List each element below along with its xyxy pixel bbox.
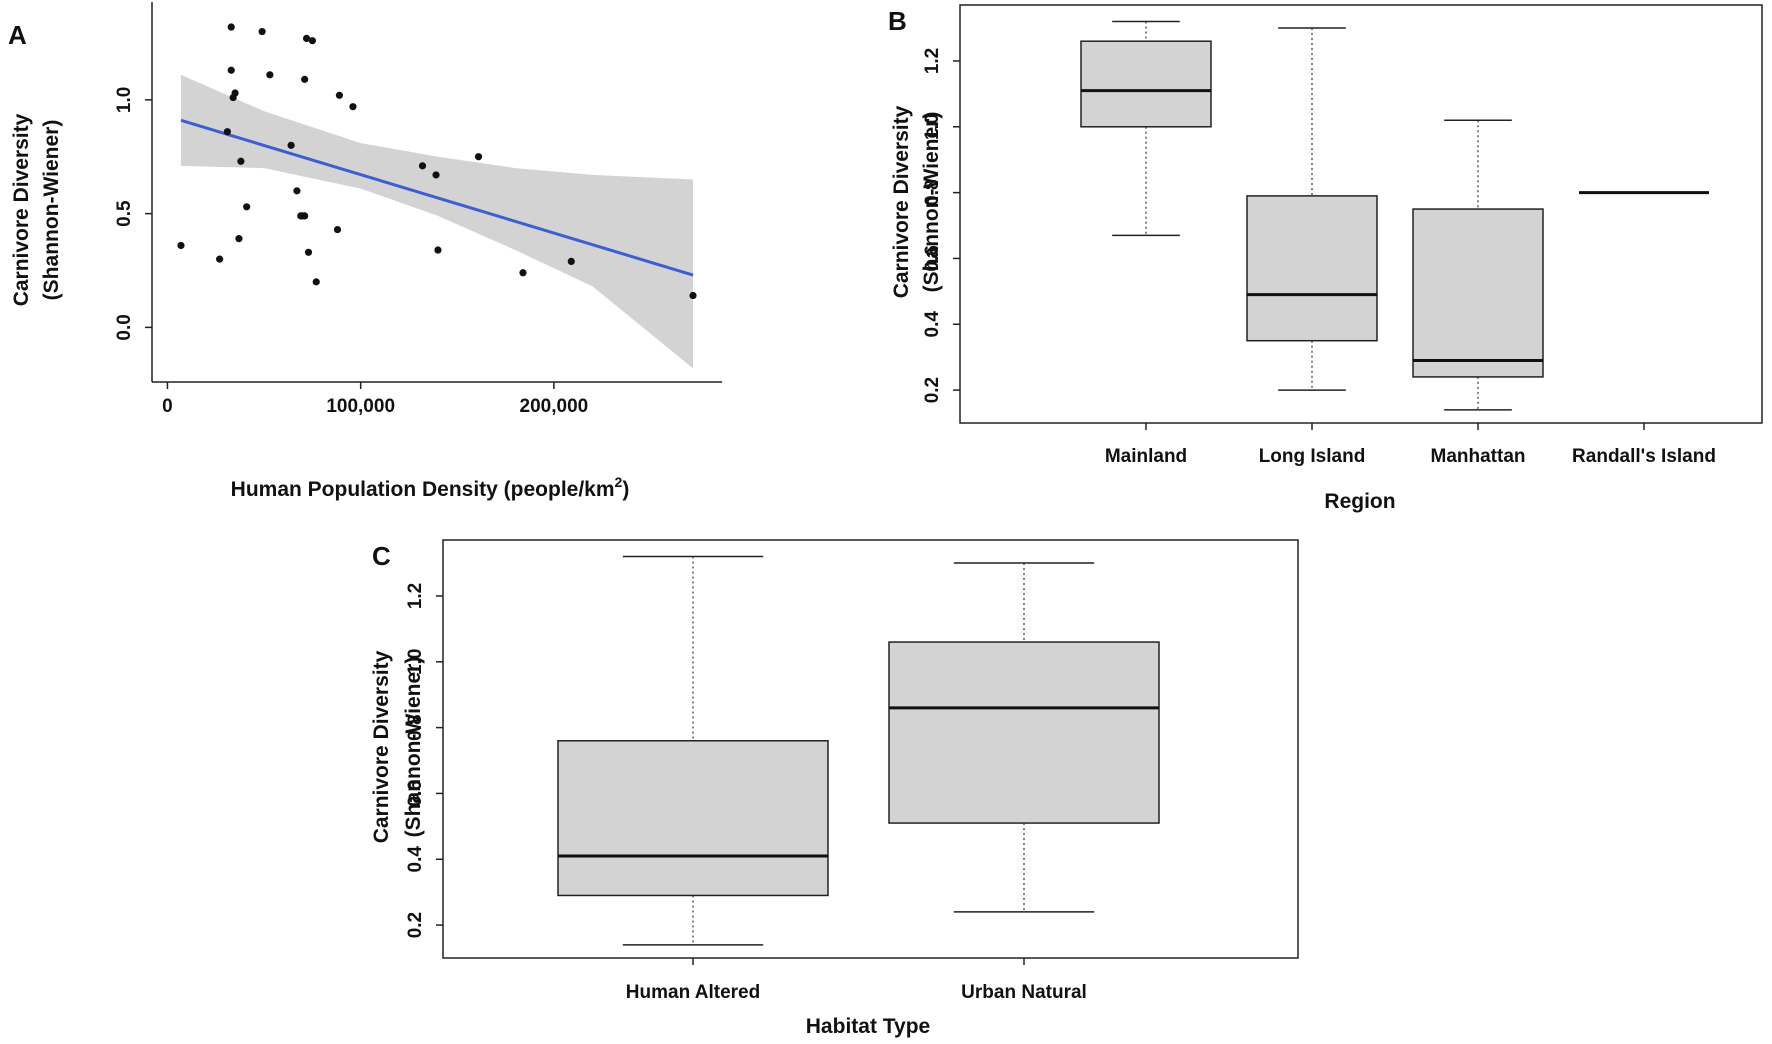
- panel-b-box-1: [1080, 20, 1212, 237]
- panel-a-point: [335, 91, 344, 99]
- panel-a-point: [567, 257, 575, 266]
- panel-a-letter: A: [8, 20, 27, 50]
- panel-c-y-tick-label: 0.4: [405, 846, 426, 873]
- panel-b-y-label-line2: (Shannon-Wiener): [920, 112, 943, 293]
- panel-a-point: [301, 212, 309, 220]
- panel-a-point: [312, 278, 320, 286]
- panel-a-point: [235, 235, 243, 243]
- panel-a-point: [474, 153, 483, 161]
- panel-b-y-tick-label: 0.4: [922, 311, 943, 338]
- panel-a-y-label: Carnivore Diversity (Shannon-Wiener): [10, 113, 63, 306]
- panel-b-x-tick-label: Randall's Island: [1572, 446, 1716, 467]
- panel-b-iqr-box: [1246, 195, 1378, 342]
- panel-c-x-tick-label: Human Altered: [626, 982, 760, 1003]
- panel-b-letter: B: [888, 6, 907, 36]
- panel-b-x-label: Region: [1324, 490, 1395, 513]
- panel-a-x-tick-label: 200,000: [520, 396, 589, 417]
- panel-b-iqr-box: [1080, 40, 1212, 128]
- panel-a-point: [258, 27, 266, 36]
- panel-c-iqr-box: [557, 740, 829, 897]
- panel-c-box-2: [888, 562, 1160, 913]
- panel-c-y-tick-label: 0.6: [405, 780, 426, 806]
- panel-a-point: [227, 66, 235, 74]
- panel-c-y-tick-label: 1.2: [405, 583, 426, 609]
- panel-a-point: [243, 203, 251, 211]
- panel-a-point: [304, 248, 313, 256]
- panel-a-y-tick-label: 1.0: [114, 87, 135, 113]
- panel-b-y-label: Carnivore Diversity (Shannon-Wiener): [890, 105, 943, 298]
- panel-a-x-label-close: ): [622, 478, 629, 501]
- panel-a-y-label-line2: (Shannon-Wiener): [40, 120, 63, 301]
- panel-a-x-label-main: Human Population Density (people/km: [231, 478, 615, 501]
- panel-c-box-1: [557, 555, 829, 946]
- panel-a-point: [223, 128, 231, 136]
- panel-a-point: [308, 37, 316, 45]
- panel-c-letter: C: [372, 541, 391, 571]
- panel-c-y-label: Carnivore Diversity (Shannon-Wiener): [370, 650, 425, 843]
- panel-c-y-tick-label: 0.8: [405, 714, 426, 740]
- panel-a-point: [266, 71, 274, 79]
- panel-b-y-tick-label: 1.0: [922, 114, 943, 140]
- panel-c-iqr-box: [888, 641, 1160, 824]
- panel-b-y-tick-label: 0.8: [922, 179, 943, 205]
- panel-a-point: [432, 171, 440, 179]
- panel-b-x-tick-label: Long Island: [1259, 446, 1366, 467]
- panel-a-y-tick-label: 0.5: [114, 200, 135, 227]
- panel-c-y-label-line1: Carnivore Diversity: [370, 650, 393, 843]
- panel-c-y-label-line2: (Shannon-Wiener): [402, 657, 425, 838]
- panel-c-y-tick-label: 1.0: [405, 649, 426, 675]
- panel-a-x-tick-label: 100,000: [326, 396, 395, 417]
- panel-b-y-tick-label: 0.6: [922, 245, 943, 271]
- panel-b-iqr-box: [1412, 208, 1544, 378]
- panel-b-x-tick-label: Manhattan: [1431, 446, 1526, 467]
- panel-a-confidence-band: [180, 74, 694, 369]
- panel-b-y-tick-label: 0.2: [922, 377, 943, 403]
- panel-a-point: [177, 241, 185, 250]
- panel-a-x-tick-label: 0: [162, 396, 173, 417]
- panel-b-box-2: [1246, 27, 1378, 391]
- panel-a-point: [333, 225, 342, 234]
- panel-c-boxplot: C Carnivore Diversity (Shannon-Wiener) 0…: [370, 539, 1299, 1038]
- panel-a-y-label-line1: Carnivore Diversity: [10, 113, 33, 306]
- panel-b-x-tick-label: Mainland: [1105, 446, 1187, 467]
- panel-a-point: [287, 141, 295, 149]
- panel-b-box-3: [1412, 119, 1544, 411]
- panel-b-frame: [959, 4, 1763, 424]
- panel-a-point: [231, 89, 239, 97]
- panel-a-point: [689, 291, 697, 300]
- panel-a-point: [519, 269, 527, 277]
- panel-a-point: [434, 246, 442, 254]
- panel-a-point: [349, 103, 357, 111]
- panel-b-boxplot: B Carnivore Diversity (Shannon-Wiener) 0…: [888, 4, 1763, 513]
- panel-a-point: [293, 187, 301, 195]
- panel-a-regression-line: [180, 118, 694, 277]
- panel-a-point: [418, 162, 427, 170]
- panel-a-point: [227, 23, 235, 31]
- panel-a-x-label-superscript: 2: [615, 474, 623, 490]
- panel-a-point: [237, 157, 245, 165]
- panel-a-x-label: Human Population Density (people/km2): [231, 474, 630, 501]
- panel-b-y-label-line1: Carnivore Diversity: [890, 105, 913, 298]
- panel-a-point: [302, 34, 311, 43]
- panel-b-y-tick-label: 1.2: [922, 48, 943, 74]
- panel-a-scatter: A Carnivore Diversity (Shannon-Wiener) 0…: [8, 2, 722, 501]
- panel-a-y-tick-label: 0.0: [114, 314, 135, 340]
- panel-c-y-tick-label: 0.2: [405, 912, 426, 938]
- panel-a-point: [216, 255, 224, 263]
- panel-c-frame: [442, 539, 1299, 959]
- panel-c-x-tick-label: Urban Natural: [961, 982, 1087, 1003]
- panel-c-x-label: Habitat Type: [806, 1015, 930, 1038]
- panel-a-point: [301, 75, 309, 83]
